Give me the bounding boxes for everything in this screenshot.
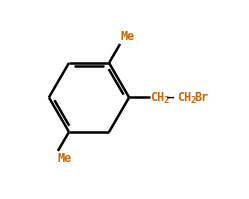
Text: CH: CH [177,91,191,104]
Text: Br: Br [194,91,208,104]
Text: CH: CH [150,91,164,104]
Text: Me: Me [121,30,135,43]
Text: 2: 2 [163,96,169,105]
Text: —: — [167,91,174,104]
Text: 2: 2 [190,96,196,105]
Text: Me: Me [57,152,71,165]
